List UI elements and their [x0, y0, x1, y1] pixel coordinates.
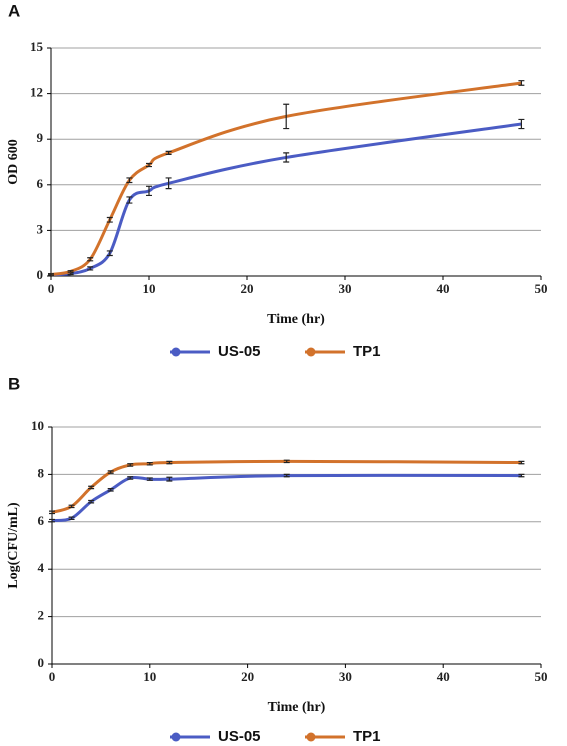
- error-bar: [126, 177, 133, 184]
- error-bar: [88, 499, 95, 504]
- error-bar: [127, 476, 134, 480]
- line: [51, 459, 522, 514]
- y-tick-label: 6: [38, 513, 45, 528]
- x-tick-label: 30: [339, 281, 352, 296]
- error-bar: [48, 273, 54, 276]
- error-bar: [146, 461, 153, 466]
- x-tick-label: 20: [241, 281, 254, 296]
- error-bar: [518, 473, 525, 478]
- x-tick-label: 0: [48, 281, 55, 296]
- y-tick-label: 12: [30, 85, 43, 100]
- error-bar: [518, 460, 525, 465]
- y-tick-label: 0: [37, 267, 44, 282]
- legend-label: US-05: [218, 728, 261, 745]
- panel-label: A: [8, 1, 20, 20]
- error-bar: [146, 162, 152, 168]
- error-bar: [107, 488, 114, 492]
- error-bar: [283, 459, 290, 464]
- legend-marker: [306, 347, 316, 357]
- x-tick-label: 50: [535, 669, 548, 684]
- error-bar: [146, 185, 152, 197]
- x-tick-label: 40: [437, 281, 450, 296]
- x-tick-label: 0: [49, 669, 56, 684]
- legend-label: TP1: [353, 728, 381, 745]
- y-axis-title: OD 600: [6, 139, 21, 185]
- legend-marker: [306, 732, 316, 742]
- x-tick-label: 50: [535, 281, 548, 296]
- y-tick-label: 10: [31, 418, 44, 433]
- error-bar: [283, 103, 290, 130]
- y-axis-title: Log(CFU/mL): [6, 502, 21, 589]
- y-tick-label: 8: [38, 465, 45, 480]
- legend-label: TP1: [353, 343, 381, 360]
- legend-marker: [171, 347, 181, 357]
- error-bar: [518, 80, 525, 86]
- y-tick-label: 6: [37, 176, 44, 191]
- panel-label: B: [8, 374, 20, 393]
- line: [50, 122, 522, 276]
- y-tick-label: 3: [37, 221, 44, 236]
- error-bar: [283, 152, 290, 163]
- y-tick-label: 2: [38, 608, 45, 623]
- error-bar: [106, 216, 113, 223]
- x-tick-label: 10: [143, 669, 156, 684]
- error-bar: [146, 477, 153, 481]
- error-bar: [106, 250, 113, 257]
- error-bar: [166, 476, 173, 482]
- y-tick-label: 15: [30, 39, 44, 54]
- x-tick-label: 20: [241, 669, 254, 684]
- legend-label: US-05: [218, 343, 261, 360]
- error-bar: [518, 118, 525, 130]
- error-bar: [107, 470, 114, 474]
- error-bar: [165, 177, 172, 190]
- error-bar: [88, 485, 95, 490]
- x-tick-label: 40: [437, 669, 450, 684]
- x-axis-title: Time (hr): [267, 312, 325, 327]
- x-tick-label: 10: [143, 281, 156, 296]
- line: [50, 81, 522, 276]
- y-tick-label: 0: [38, 655, 45, 670]
- line: [51, 473, 522, 523]
- error-bar: [68, 516, 75, 521]
- error-bar: [87, 266, 94, 271]
- error-bar: [68, 504, 75, 509]
- error-bar: [126, 196, 133, 204]
- y-tick-label: 9: [37, 130, 44, 145]
- y-tick-label: 4: [38, 560, 45, 575]
- error-bar: [49, 510, 55, 515]
- error-bar: [87, 257, 94, 262]
- x-tick-label: 30: [339, 669, 352, 684]
- x-axis-title: Time (hr): [268, 700, 326, 715]
- error-bar: [127, 463, 134, 467]
- error-bar: [165, 150, 172, 155]
- error-bar: [67, 270, 74, 273]
- error-bar: [283, 473, 290, 478]
- legend-marker: [171, 732, 181, 742]
- error-bar: [49, 518, 55, 523]
- error-bar: [166, 460, 173, 465]
